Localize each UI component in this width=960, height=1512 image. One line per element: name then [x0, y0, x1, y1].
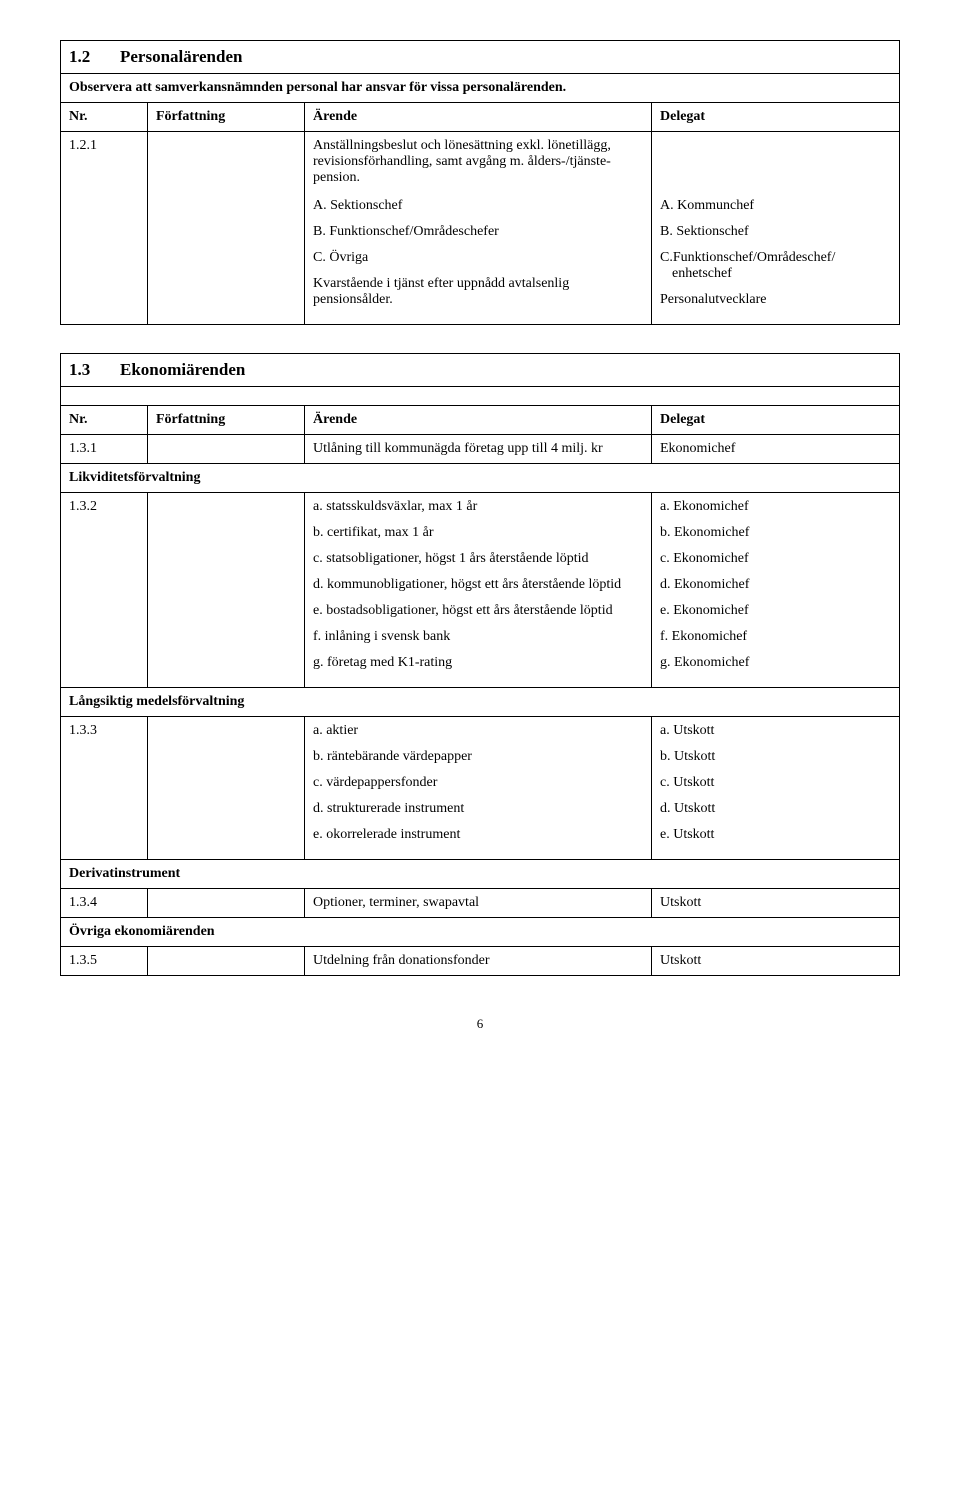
item-d: Kvarstående i tjänst efter uppnådd avtal…	[313, 276, 643, 308]
del-a: a. Utskott	[660, 723, 891, 739]
row-1-3-2: 1.3.2 a. statsskuldsväxlar, max 1 år b. …	[61, 493, 900, 688]
delegat: Utskott	[652, 947, 900, 976]
arende-text: Anställningsbeslut och lönesättning exkl…	[305, 132, 652, 193]
item-a: a. statsskuldsväxlar, max 1 år	[313, 499, 643, 515]
item-c: c. statsobligationer, högst 1 års återst…	[313, 551, 643, 567]
col-forfattning: Författning	[148, 103, 305, 132]
delegat-list: A. Kommunchef B. Sektionschef C.Funktion…	[652, 192, 900, 325]
item-e: e. bostadsobligationer, högst ett års åt…	[313, 603, 643, 619]
subhead-ovriga: Övriga ekonomiärenden	[61, 918, 900, 947]
col-forfattning: Författning	[148, 406, 305, 435]
del-f: f. Ekonomichef	[660, 629, 891, 645]
page-number: 6	[60, 1016, 900, 1032]
col-delegat: Delegat	[652, 406, 900, 435]
forfattning	[148, 132, 305, 193]
item-d: d. strukturerade instrument	[313, 801, 643, 817]
delegat-list: a. Utskott b. Utskott c. Utskott d. Utsk…	[652, 717, 900, 860]
col-nr: Nr.	[61, 103, 148, 132]
row-1-2-1a: 1.2.1 Anställningsbeslut och lönesättnin…	[61, 132, 900, 193]
subhead-likviditet: Likviditetsförvaltning	[61, 464, 900, 493]
del-d: d. Ekonomichef	[660, 577, 891, 593]
del-e: e. Utskott	[660, 827, 891, 843]
arende: Utlåning till kommunägda företag upp til…	[305, 435, 652, 464]
header-row: Nr. Författning Ärende Delegat	[61, 103, 900, 132]
del-b: B. Sektionschef	[660, 224, 891, 240]
arende-list: a. aktier b. räntebärande värdepapper c.…	[305, 717, 652, 860]
section-num: 1.2	[69, 47, 90, 66]
del-c: c. Ekonomichef	[660, 551, 891, 567]
nr: 1.3.1	[61, 435, 148, 464]
item-d: d. kommunobligationer, högst ett års åte…	[313, 577, 643, 593]
arende-list: A. Sektionschef B. Funktionschef/Områdes…	[305, 192, 652, 325]
nr: 1.3.4	[61, 889, 148, 918]
delegat: Utskott	[652, 889, 900, 918]
subhead-langsiktig: Långsiktig medelsförvaltning	[61, 688, 900, 717]
row-1-2-1b: A. Sektionschef B. Funktionschef/Områdes…	[61, 192, 900, 325]
item-e: e. okorrelerade instrument	[313, 827, 643, 843]
del-a: A. Kommunchef	[660, 198, 891, 214]
delegat: Ekonomichef	[652, 435, 900, 464]
col-arende: Ärende	[305, 103, 652, 132]
del-e: e. Ekonomichef	[660, 603, 891, 619]
nr: 1.3.2	[61, 493, 148, 688]
item-b: b. räntebärande värdepapper	[313, 749, 643, 765]
header-row: Nr. Författning Ärende Delegat	[61, 406, 900, 435]
section-num: 1.3	[69, 360, 90, 379]
item-c: C. Övriga	[313, 250, 643, 266]
item-a: a. aktier	[313, 723, 643, 739]
row-1-3-3: 1.3.3 a. aktier b. räntebärande värdepap…	[61, 717, 900, 860]
row-1-3-5: 1.3.5 Utdelning från donationsfonder Uts…	[61, 947, 900, 976]
item-c: c. värdepappersfonder	[313, 775, 643, 791]
section-title: Personalärenden	[120, 47, 242, 66]
section-1-3-table: 1.3 Ekonomiärenden Nr. Författning Ärend…	[60, 353, 900, 976]
item-f: f. inlåning i svensk bank	[313, 629, 643, 645]
nr: 1.3.5	[61, 947, 148, 976]
item-a: A. Sektionschef	[313, 198, 643, 214]
del-a: a. Ekonomichef	[660, 499, 891, 515]
item-b: B. Funktionschef/Områdeschefer	[313, 224, 643, 240]
col-nr: Nr.	[61, 406, 148, 435]
arende: Utdelning från donationsfonder	[305, 947, 652, 976]
arende-list: a. statsskuldsväxlar, max 1 år b. certif…	[305, 493, 652, 688]
del-b: b. Ekonomichef	[660, 525, 891, 541]
arende: Optioner, terminer, swapavtal	[305, 889, 652, 918]
row-1-3-4: 1.3.4 Optioner, terminer, swapavtal Utsk…	[61, 889, 900, 918]
section-title: Ekonomiärenden	[120, 360, 245, 379]
nr: 1.3.3	[61, 717, 148, 860]
delegat	[652, 132, 900, 193]
del-c-indent: enhetschef	[660, 266, 891, 282]
del-d: d. Utskott	[660, 801, 891, 817]
section-note: Observera att samverkansnämnden personal…	[61, 74, 900, 103]
delegat-list: a. Ekonomichef b. Ekonomichef c. Ekonomi…	[652, 493, 900, 688]
item-g: g. företag med K1-rating	[313, 655, 643, 671]
del-c: c. Utskott	[660, 775, 891, 791]
subhead-derivat: Derivatinstrument	[61, 860, 900, 889]
col-delegat: Delegat	[652, 103, 900, 132]
nr: 1.2.1	[61, 132, 148, 193]
del-b: b. Utskott	[660, 749, 891, 765]
item-b: b. certifikat, max 1 år	[313, 525, 643, 541]
del-d: Personalutvecklare	[660, 292, 891, 308]
col-arende: Ärende	[305, 406, 652, 435]
section-1-2-table: 1.2 Personalärenden Observera att samver…	[60, 40, 900, 325]
row-1-3-1: 1.3.1 Utlåning till kommunägda företag u…	[61, 435, 900, 464]
del-c: C.Funktionschef/Områdeschef/	[660, 250, 891, 266]
del-g: g. Ekonomichef	[660, 655, 891, 671]
